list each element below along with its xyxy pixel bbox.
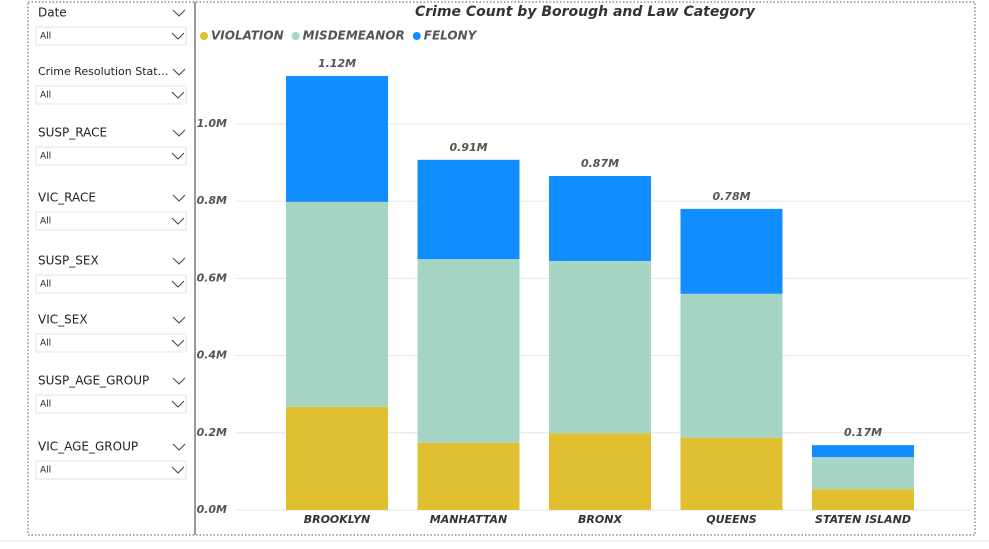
bar-segment	[812, 457, 914, 490]
legend-marker	[291, 32, 300, 40]
total-label: 0.17M	[844, 426, 882, 439]
dropdown[interactable]	[35, 85, 187, 105]
bar-segment	[286, 406, 388, 510]
legend-label[interactable]: FELONY	[424, 29, 478, 43]
legend-label[interactable]: VIOLATION	[211, 29, 284, 43]
bar-segment	[812, 445, 914, 458]
legend-label[interactable]: MISDEMEANOR	[303, 29, 405, 43]
chevron[interactable]	[172, 194, 186, 202]
bar-segment	[549, 260, 651, 434]
chevron[interactable]	[172, 257, 186, 265]
bar-segment	[680, 208, 783, 294]
chevron[interactable]	[172, 316, 186, 324]
slicer-label: VIC_AGE_GROUP	[38, 440, 138, 454]
chevron[interactable]	[171, 339, 185, 347]
chevron[interactable]	[171, 466, 185, 474]
dropdown[interactable]	[35, 211, 187, 231]
total-label: 1.12M	[318, 57, 356, 70]
total-label: 0.91M	[449, 141, 487, 154]
bar-segment	[417, 159, 520, 260]
bar-segment	[286, 201, 388, 407]
x-tick-label: QUEENS	[706, 513, 757, 526]
legend-marker	[412, 32, 421, 40]
slicer-label: VIC_SEX	[38, 313, 88, 327]
dropdown-value: All	[40, 32, 51, 42]
bar-segment	[549, 433, 651, 510]
x-tick-label: STATEN ISLAND	[815, 513, 911, 526]
legend-marker	[200, 32, 208, 40]
y-tick-label: 0.0M	[197, 503, 227, 516]
dropdown-value: All	[40, 466, 51, 476]
chevron[interactable]	[171, 280, 185, 288]
total-label: 0.87M	[581, 157, 619, 170]
dropdown[interactable]	[35, 146, 187, 166]
x-tick-label: MANHATTAN	[430, 513, 507, 526]
chevron[interactable]	[172, 377, 186, 385]
dropdown[interactable]	[35, 26, 187, 46]
slicer-label: SUSP_RACE	[38, 126, 107, 140]
slicer-label: Crime Resolution Stat…	[38, 65, 169, 78]
dropdown-value: All	[40, 339, 51, 349]
dropdown-value: All	[40, 91, 51, 101]
chevron[interactable]	[172, 443, 186, 451]
dropdown[interactable]	[35, 394, 187, 414]
chart: 0.0M 0.2M 0.4M 0.6M 0.8M 1.0M VIOLATION MISDEME…	[197, 29, 970, 526]
slicer-label: Date	[38, 6, 67, 20]
dropdown-value: All	[40, 217, 51, 227]
bar-segment	[549, 176, 651, 261]
dropdown-value: All	[40, 280, 51, 290]
chevron[interactable]	[171, 152, 185, 160]
y-tick-label: 1.0M	[197, 117, 227, 130]
bar-segment	[680, 437, 783, 510]
dropdown-value: All	[40, 152, 51, 162]
dropdown[interactable]	[35, 333, 187, 353]
chart-title: Crime Count by Borough and Law Category	[415, 4, 756, 20]
chevron[interactable]	[171, 32, 185, 40]
x-tick-label: BROOKLYN	[304, 513, 371, 526]
bar-segment	[417, 259, 520, 443]
bar-segment	[680, 293, 783, 438]
y-tick-label: 0.4M	[197, 349, 227, 362]
chevron[interactable]	[171, 400, 185, 408]
bar-segment	[286, 76, 388, 202]
visual-border	[27, 1, 976, 536]
slicer-label: SUSP_AGE_GROUP	[38, 374, 149, 388]
chevron[interactable]	[172, 68, 186, 76]
chevron[interactable]	[172, 9, 186, 17]
dropdown[interactable]	[35, 460, 187, 480]
total-label: 0.78M	[712, 190, 750, 203]
chevron[interactable]	[171, 91, 185, 99]
bar-segment	[812, 489, 914, 510]
slicer-label: VIC_RACE	[38, 191, 96, 205]
dropdown-value: All	[40, 400, 51, 410]
bar-segment	[417, 442, 520, 510]
x-tick-label: BRONX	[578, 513, 622, 526]
y-tick-label: 0.2M	[197, 426, 227, 439]
y-tick-label: 0.6M	[197, 271, 227, 284]
slicer-panel: Date All Crime Resolution Stat… All SUSP_RAC…	[35, 6, 187, 480]
y-tick-label: 0.8M	[197, 194, 227, 207]
chevron[interactable]	[171, 217, 185, 225]
chevron[interactable]	[172, 129, 186, 137]
dropdown[interactable]	[35, 274, 187, 294]
slicer-label: SUSP_SEX	[38, 254, 99, 268]
